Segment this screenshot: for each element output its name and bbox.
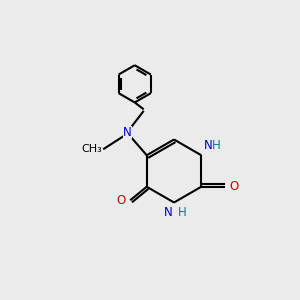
Text: O: O <box>117 194 126 207</box>
Text: N: N <box>203 139 212 152</box>
Text: CH₃: CH₃ <box>81 144 102 154</box>
Text: H: H <box>178 206 187 219</box>
Text: O: O <box>230 180 239 193</box>
Text: N: N <box>123 126 132 139</box>
Text: N: N <box>164 206 172 219</box>
Text: H: H <box>212 139 220 152</box>
